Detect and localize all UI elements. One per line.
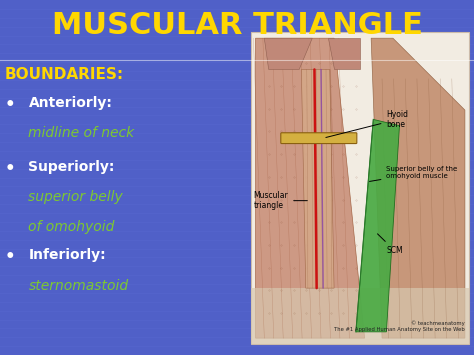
Bar — [0, 302, 474, 308]
Bar — [0, 225, 474, 231]
Bar — [0, 320, 474, 326]
Bar — [0, 148, 474, 154]
Bar — [0, 260, 474, 266]
Bar — [0, 326, 474, 331]
Text: midline of neck: midline of neck — [28, 126, 135, 140]
Polygon shape — [251, 288, 469, 344]
Bar — [0, 213, 474, 219]
FancyBboxPatch shape — [251, 32, 469, 344]
Bar — [0, 171, 474, 178]
Polygon shape — [301, 70, 334, 288]
Bar — [0, 118, 474, 124]
Text: •: • — [5, 96, 15, 114]
Polygon shape — [264, 38, 312, 70]
Bar — [0, 255, 474, 260]
Bar — [0, 189, 474, 195]
Text: of omohyoid: of omohyoid — [28, 220, 115, 234]
Text: sternomastoid: sternomastoid — [28, 279, 128, 293]
Text: Muscular
triangle: Muscular triangle — [254, 191, 307, 211]
Bar — [0, 242, 474, 248]
Bar — [0, 71, 474, 77]
Bar — [0, 207, 474, 213]
Bar — [0, 154, 474, 160]
Bar — [0, 178, 474, 184]
Bar — [0, 160, 474, 166]
Bar — [0, 89, 474, 95]
Text: SCM: SCM — [377, 234, 403, 255]
Bar — [0, 47, 474, 53]
Bar — [0, 0, 474, 6]
Bar — [0, 231, 474, 237]
Bar — [0, 290, 474, 296]
Text: © teachmeanatomy
The #1 Applied Human Anatomy Site on the Web: © teachmeanatomy The #1 Applied Human An… — [334, 321, 465, 332]
Text: •: • — [5, 160, 15, 178]
Bar — [0, 308, 474, 313]
Bar — [0, 83, 474, 89]
Bar — [0, 42, 474, 47]
Bar — [0, 343, 474, 349]
Text: BOUNDARIES:: BOUNDARIES: — [5, 67, 124, 82]
Text: Anteriorly:: Anteriorly: — [28, 96, 112, 110]
Bar — [0, 36, 474, 42]
Bar — [0, 65, 474, 71]
Bar — [0, 6, 474, 12]
Bar — [0, 29, 474, 36]
Bar — [0, 24, 474, 29]
FancyBboxPatch shape — [281, 133, 357, 143]
Bar — [0, 266, 474, 272]
Text: MUSCULAR TRIANGLE: MUSCULAR TRIANGLE — [52, 11, 422, 40]
Polygon shape — [356, 119, 400, 332]
Polygon shape — [328, 38, 360, 70]
Bar — [0, 331, 474, 337]
Bar — [0, 77, 474, 83]
Bar — [0, 219, 474, 225]
Text: •: • — [5, 248, 15, 267]
Bar — [0, 237, 474, 242]
Bar — [0, 95, 474, 100]
Bar — [0, 136, 474, 142]
Bar — [0, 53, 474, 59]
Bar — [0, 272, 474, 278]
Bar — [0, 18, 474, 24]
Bar — [0, 12, 474, 18]
Bar — [0, 59, 474, 65]
Bar — [0, 296, 474, 302]
Bar — [0, 184, 474, 189]
Bar — [0, 124, 474, 130]
Text: Hyoid
bone: Hyoid bone — [326, 110, 409, 137]
Text: Inferiorly:: Inferiorly: — [28, 248, 106, 262]
Bar — [0, 195, 474, 201]
Text: Superiorly:: Superiorly: — [28, 160, 115, 174]
Text: superior belly: superior belly — [28, 190, 123, 204]
Bar — [0, 278, 474, 284]
Bar — [0, 142, 474, 148]
Bar — [0, 130, 474, 136]
Bar — [0, 100, 474, 106]
Bar — [0, 313, 474, 320]
Bar — [0, 166, 474, 171]
Bar — [0, 106, 474, 113]
Bar — [0, 201, 474, 207]
Bar — [0, 349, 474, 355]
Polygon shape — [255, 38, 365, 338]
Bar — [0, 248, 474, 255]
Bar — [0, 284, 474, 290]
Polygon shape — [371, 38, 465, 338]
Text: Superior belly of the
omohyoid muscle: Superior belly of the omohyoid muscle — [370, 166, 458, 181]
Bar — [0, 113, 474, 118]
Bar — [0, 337, 474, 343]
